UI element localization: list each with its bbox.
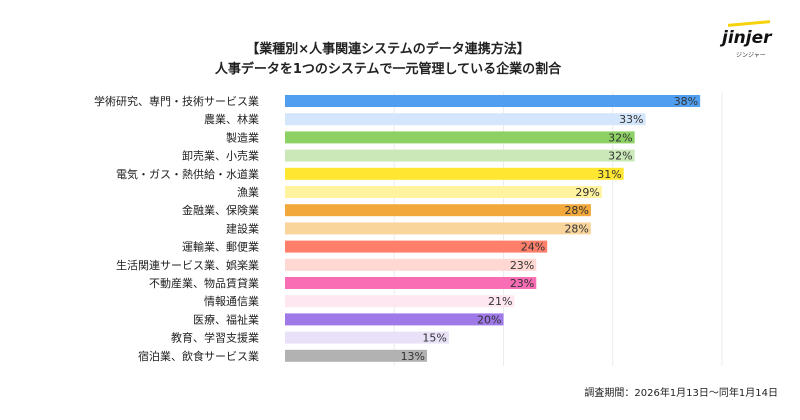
value-label: 33% [619, 113, 643, 126]
value-label: 32% [608, 131, 632, 144]
bar [285, 258, 537, 271]
category-label: 教育、学習支援業 [171, 331, 259, 345]
value-label: 13% [401, 350, 425, 363]
value-label: 31% [597, 168, 621, 181]
value-label: 24% [521, 241, 545, 254]
survey-period-note: 調査期間：2026年1月13日〜同年1月14日 [584, 388, 778, 399]
value-label: 20% [477, 313, 501, 326]
logo-subtext: ジンジャー [736, 52, 766, 59]
logo-text: jinjer [722, 28, 772, 48]
bar [285, 131, 635, 144]
value-label: 29% [575, 186, 599, 199]
category-label: 生活関連サービス業、娯楽業 [116, 258, 259, 272]
value-label: 38% [674, 95, 698, 108]
value-label: 28% [564, 204, 588, 217]
category-label: 建設業 [226, 221, 259, 235]
bar [285, 95, 701, 107]
bar [285, 349, 428, 362]
bar [285, 149, 635, 162]
category-label: 医療、福祉業 [193, 312, 259, 326]
bar [285, 113, 646, 126]
bar [285, 204, 591, 217]
category-label: 漁業 [237, 185, 259, 199]
bar [285, 240, 548, 253]
chart-title-line2: 人事データを1つのシステムで一元管理している企業の割合 [214, 62, 562, 77]
bar [285, 331, 449, 344]
jinjer-logo: jinjer ジンジャー [722, 20, 782, 59]
value-label: 15% [422, 332, 446, 345]
category-label: 卸売業、小売業 [182, 149, 259, 163]
bar [285, 295, 515, 308]
bar [285, 277, 537, 289]
category-label: 不動産業、物品賃貸業 [149, 276, 259, 290]
bar [285, 186, 602, 198]
category-label: 情報通信業 [204, 295, 259, 308]
category-label: 宿泊業、飲食サービス業 [138, 349, 259, 363]
bar [285, 222, 591, 235]
bar [285, 167, 624, 180]
value-label: 21% [488, 295, 512, 308]
value-label: 28% [564, 222, 588, 235]
bar [285, 313, 504, 326]
category-label: 金融業、保険業 [182, 203, 259, 217]
category-label: 電気・ガス・熱供給・水道業 [116, 167, 259, 181]
category-label: 農業、林業 [204, 112, 259, 126]
chart-title-line1: 【業種別×人事関連システムのデータ連携方法】 [246, 42, 530, 57]
category-label: 製造業 [226, 130, 259, 144]
category-label: 学術研究、専門・技術サービス業 [94, 94, 259, 108]
value-label: 23% [510, 277, 534, 290]
category-label: 運輸業、郵便業 [182, 240, 259, 254]
value-label: 32% [608, 150, 632, 163]
value-label: 23% [510, 259, 534, 272]
